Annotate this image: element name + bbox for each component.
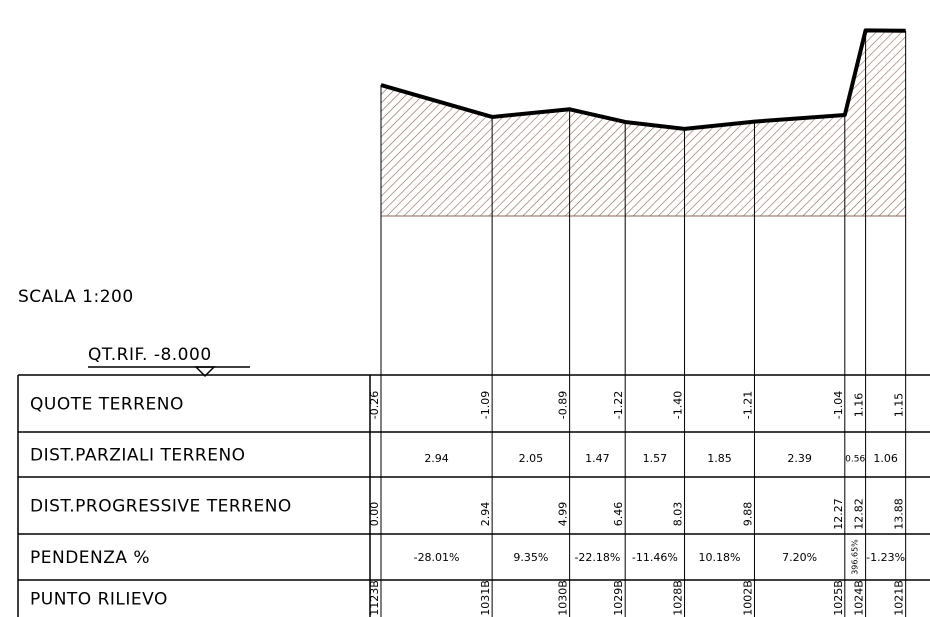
station-punto: 1024B [853,580,866,616]
segment-pendenza: -22.18% [574,551,620,564]
segment-parziale: 2.05 [519,452,544,465]
scale-label: SCALA 1:200 [18,287,134,307]
station-quota: -1.40 [672,391,685,419]
station-punto: 1025B [832,580,845,616]
segment-pendenza: 10.18% [699,551,741,564]
segment-parziale: 0.56 [845,455,865,465]
station-quota: -0.89 [557,391,570,419]
segment-pendenza: 9.35% [513,551,548,564]
station-punto: 1029B [612,580,625,616]
reference-label: QT.RIF. -8.000 [88,345,212,365]
terrain-hatch [381,30,906,217]
station-progressiva: 0.00 [368,502,381,527]
row-label: PUNTO RILIEVO [30,590,168,610]
row-label: DIST.PROGRESSIVE TERRENO [30,497,292,517]
station-quota: -1.04 [832,391,845,419]
segment-parziale: 1.47 [585,452,610,465]
segment-parziale: 2.94 [424,452,449,465]
segment-pendenza: 396.65% [851,539,860,575]
segment-parziale: 1.06 [873,452,898,465]
station-punto: 1002B [741,580,754,616]
station-punto: 1123B [368,580,381,616]
station-progressiva: 12.82 [853,498,866,530]
station-progressiva: 9.88 [741,502,754,527]
station-progressiva: 12.27 [832,498,845,530]
segment-pendenza: -11.46% [632,551,678,564]
station-punto: 1021B [893,580,906,616]
station-quota: -1.22 [612,391,625,419]
segment-parziale: 1.57 [643,452,668,465]
station-progressiva: 6.46 [612,502,625,527]
station-quota: 1.15 [893,393,906,418]
station-quota: -1.09 [479,391,492,419]
segment-pendenza: -1.23% [866,551,905,564]
station-quota: -1.21 [741,391,754,419]
reference-marker [194,366,216,378]
station-progressiva: 13.88 [893,498,906,530]
station-punto: 1031B [479,580,492,616]
row-label: QUOTE TERRENO [30,395,184,415]
row-label: DIST.PARZIALI TERRENO [30,446,246,466]
station-punto: 1028B [672,580,685,616]
station-quota: 1.16 [853,393,866,418]
segment-parziale: 1.85 [707,452,732,465]
station-quota: -0.26 [368,391,381,419]
row-label: PENDENZA % [30,548,150,568]
station-progressiva: 4.99 [557,502,570,527]
station-punto: 1030B [557,580,570,616]
station-progressiva: 2.94 [479,502,492,527]
segment-parziale: 2.39 [787,452,812,465]
station-progressiva: 8.03 [672,502,685,527]
segment-pendenza: 7.20% [782,551,817,564]
segment-pendenza: -28.01% [414,551,460,564]
